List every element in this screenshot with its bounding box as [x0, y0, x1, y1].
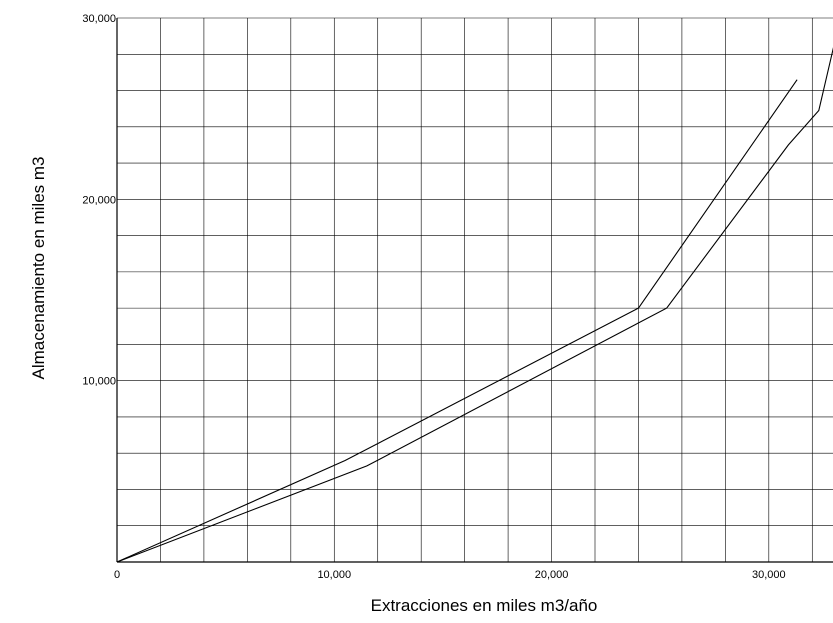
grid — [117, 18, 833, 562]
y-axis-title: Almacenamiento en miles m3 — [29, 157, 48, 380]
y-tick-label: 30,000 — [82, 13, 116, 25]
x-tick-label: 20,000 — [535, 569, 569, 581]
series-line-1 — [116, 79, 798, 563]
x-axis-title: Extracciones en miles m3/año — [371, 596, 598, 615]
x-tick-label: 30,000 — [752, 569, 786, 581]
x-tick-label: 0 — [114, 569, 120, 581]
series-line-2 — [116, 47, 833, 563]
y-tick-label: 20,000 — [82, 194, 116, 206]
axes — [116, 17, 833, 563]
y-tick-label: 10,000 — [82, 376, 116, 388]
tick-labels: 0 10,000 20,000 30,000 10,000 20,000 30,000 — [82, 13, 785, 581]
x-tick-label: 10,000 — [317, 569, 351, 581]
series-lines — [116, 47, 833, 563]
